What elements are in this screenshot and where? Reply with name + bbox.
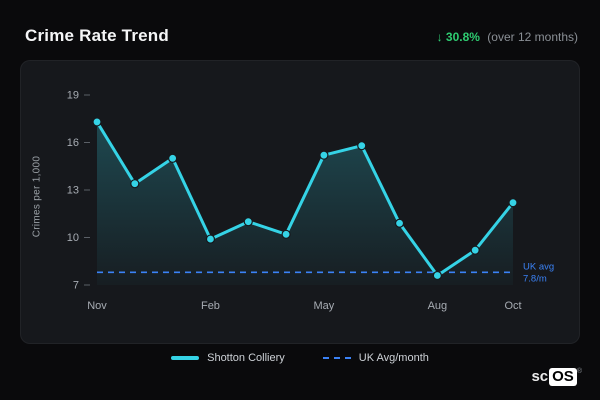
data-point[interactable] (168, 153, 178, 163)
legend-item-avg[interactable]: UK Avg/month (322, 352, 429, 364)
data-point[interactable] (470, 245, 480, 255)
chart-card: Crimes per 1,000 19 16 13 10 7 Nov Feb May Aug Oc… (20, 60, 580, 344)
x-tick-label: Oct (504, 300, 521, 312)
data-point[interactable] (281, 229, 291, 239)
area-fill-group (97, 121, 513, 286)
legend-avg-label: UK Avg/month (358, 352, 429, 364)
data-point[interactable] (243, 217, 253, 227)
line-swatch-icon (171, 356, 200, 360)
y-axis-label: Crimes per 1,000 (31, 155, 43, 238)
y-tick-label: 19 (67, 90, 79, 102)
dashed-line-swatch-icon (322, 357, 351, 359)
data-point[interactable] (394, 218, 405, 228)
data-point[interactable] (432, 270, 442, 281)
crime-rate-line (95, 120, 515, 277)
logo-prefix: sc (531, 368, 549, 385)
uk-avg-annotation-line1: UK avg (523, 261, 554, 272)
scos-logo: sc OS ® (531, 368, 582, 386)
data-point[interactable] (205, 234, 216, 244)
data-point[interactable] (357, 141, 367, 151)
logo-box: OS (549, 368, 577, 386)
x-tick-label: Nov (87, 300, 107, 312)
data-point[interactable] (508, 198, 518, 208)
data-points-group (92, 117, 518, 281)
area-fill (97, 121, 513, 286)
x-tick-label: Feb (201, 300, 220, 312)
x-tick-label: Aug (428, 300, 448, 312)
uk-avg-annotation-line2: 7.8/m (523, 273, 547, 284)
page-title: Crime Rate Trend (25, 26, 169, 45)
legend-series-label: Shotton Colliery (207, 352, 285, 364)
y-tick-label: 7 (73, 280, 79, 292)
x-tick-label: May (314, 300, 335, 312)
y-tick-label: 13 (67, 185, 79, 197)
data-point[interactable] (92, 117, 102, 127)
change-arrow-icon: ↓ (436, 30, 443, 44)
chart-legend: Shotton Colliery UK Avg/month (0, 352, 600, 364)
y-tick-label: 16 (67, 137, 79, 149)
line-series-group (95, 120, 515, 277)
legend-item-series[interactable]: Shotton Colliery (171, 352, 285, 364)
change-value: 30.8% (445, 30, 480, 44)
logo-registered-mark: ® (576, 368, 582, 375)
data-point[interactable] (319, 150, 329, 160)
change-indicator: ↓ 30.8% (over 12 months) (437, 30, 578, 44)
change-caption: (over 12 months) (487, 30, 578, 44)
data-point[interactable] (130, 179, 140, 189)
y-tick-label: 10 (67, 232, 79, 244)
axes-group: 19 16 13 10 7 Nov Feb May Aug Oct (67, 90, 522, 313)
